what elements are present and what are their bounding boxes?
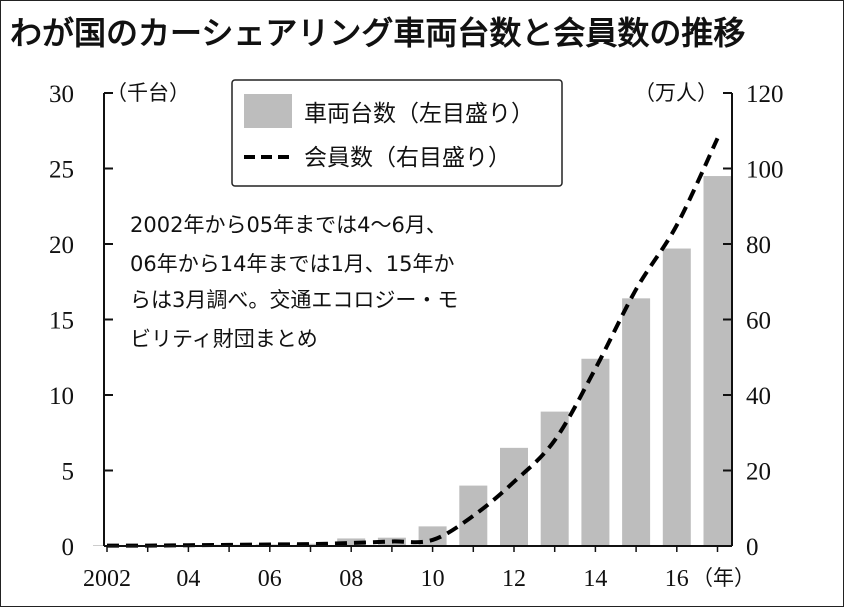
x-tick-label-2002: 2002	[83, 566, 131, 592]
left-tick-label-15: 15	[49, 308, 74, 335]
source-note-line-2: 06年から14年までは1月、15年か	[130, 252, 455, 276]
source-note: 2002年から05年までは4〜6月、 06年から14年までは1月、15年か らは…	[130, 213, 458, 351]
legend-line-label: 会員数（右目盛り）	[304, 145, 511, 171]
right-tick-label-120: 120	[746, 81, 784, 108]
bar-2012	[500, 447, 528, 546]
x-tick-label-12: 12	[502, 566, 526, 592]
right-axis-unit-label: （万人）	[634, 81, 718, 105]
left-tick-label-0: 0	[62, 534, 75, 561]
x-axis-unit-label: （年）	[692, 566, 755, 590]
right-tick-label-0: 0	[746, 534, 759, 561]
bar-2017	[703, 176, 732, 547]
bar-2016	[662, 248, 691, 546]
right-tick-label-40: 40	[746, 383, 771, 410]
x-tick-label-08: 08	[339, 566, 363, 592]
source-note-line-3: らは3月調べ。交通エコロジー・モ	[130, 288, 458, 312]
right-tick-label-100: 100	[746, 157, 784, 184]
chart-title: わが国のカーシェアリング車両台数と会員数の推移	[10, 14, 745, 52]
x-tick-label-06: 06	[258, 566, 282, 592]
right-tick-label-60: 60	[746, 308, 771, 335]
left-tick-label-20: 20	[49, 232, 74, 259]
bar-2009	[377, 537, 406, 546]
x-tick-label-04: 04	[176, 566, 200, 592]
right-tick-label-80: 80	[746, 232, 771, 259]
bar-2013	[540, 411, 569, 546]
source-note-line-4: ビリティ財団まとめ	[130, 327, 318, 351]
left-axis-unit-label: （千台）	[106, 81, 190, 105]
x-tick-label-16: 16	[665, 566, 689, 592]
left-tick-label-25: 25	[49, 157, 74, 184]
x-tick-label-14: 14	[583, 566, 607, 592]
bar-2007	[296, 543, 325, 546]
bar-2014	[581, 358, 610, 546]
right-tick-label-20: 20	[746, 459, 771, 486]
members-line	[106, 137, 720, 548]
left-tick-label-30: 30	[49, 81, 74, 108]
source-note-line-1: 2002年から05年までは4〜6月、	[130, 213, 447, 237]
legend-bar-label: 車両台数（左目盛り）	[304, 101, 534, 127]
left-tick-label-5: 5	[62, 459, 75, 486]
x-tick-label-10: 10	[421, 566, 445, 592]
bar-2015	[622, 298, 651, 546]
legend-box	[231, 79, 563, 187]
legend-bar-swatch	[244, 94, 292, 128]
left-tick-label-10: 10	[49, 383, 74, 410]
bar-2008	[337, 538, 366, 546]
bar-2010	[418, 526, 447, 546]
legend: 車両台数（左目盛り） 会員数（右目盛り）	[231, 79, 563, 187]
